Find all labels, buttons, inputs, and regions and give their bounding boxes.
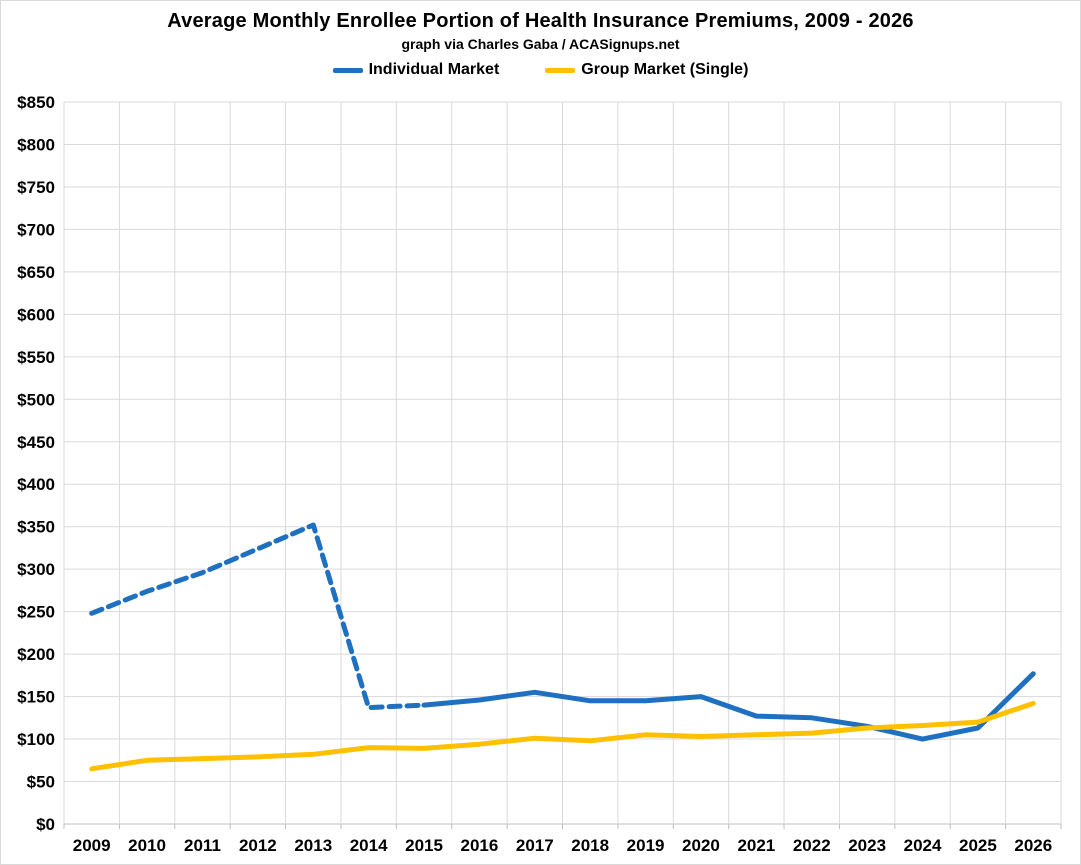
x-axis-tick-label: 2010 [128, 836, 166, 855]
y-axis-tick-label: $50 [27, 773, 55, 792]
y-axis-tick-label: $250 [17, 603, 55, 622]
x-axis-tick-label: 2012 [239, 836, 277, 855]
x-axis-tick-label: 2026 [1014, 836, 1052, 855]
y-axis-tick-label: $750 [17, 178, 55, 197]
y-axis-tick-label: $100 [17, 730, 55, 749]
x-axis-tick-label: 2015 [405, 836, 443, 855]
y-axis-tick-label: $400 [17, 475, 55, 494]
legend-item-individual-market: Individual Market [332, 61, 500, 79]
individual-market-line-dashed [89, 522, 427, 711]
x-axis-tick-label: 2016 [461, 836, 499, 855]
legend-item-group-market: Group Market (Single) [545, 61, 748, 79]
y-axis-tick-label: $300 [17, 560, 55, 579]
x-axis-tick-label: 2011 [184, 836, 221, 855]
x-axis-tick-label: 2025 [959, 836, 997, 855]
x-axis-tick-label: 2023 [848, 836, 886, 855]
y-axis-tick-label: $0 [36, 815, 55, 834]
y-axis-tick-label: $200 [17, 645, 55, 664]
x-axis-tick-label: 2019 [627, 836, 665, 855]
chart-title: Average Monthly Enrollee Portion of Heal… [167, 10, 914, 32]
y-axis-tick-label: $500 [17, 390, 55, 409]
x-axis-tick-label: 2013 [294, 836, 332, 855]
y-axis-tick-label: $600 [17, 305, 55, 324]
x-axis-tick-label: 2020 [682, 836, 720, 855]
group-market-line [89, 700, 1036, 772]
legend: Individual Market Group Market (Single) [1, 61, 1080, 79]
individual-market-swatch-icon [332, 67, 363, 73]
x-axis-tick-label: 2018 [571, 836, 609, 855]
y-axis-tick-label: $150 [17, 688, 55, 707]
legend-label-group-market: Group Market (Single) [581, 61, 749, 78]
y-axis-tick-label: $800 [17, 135, 55, 154]
x-axis-tick-label: 2021 [737, 836, 775, 855]
x-axis-tick-label: 2009 [73, 836, 111, 855]
y-axis-tick-label: $700 [17, 220, 55, 239]
x-axis-tick-label: 2022 [793, 836, 831, 855]
chart-subtitle: graph via Charles Gaba / ACASignups.net [401, 36, 680, 52]
x-axis-tick-label: 2014 [350, 836, 388, 855]
y-axis-tick-label: $450 [17, 433, 55, 452]
x-axis-tick-label: 2017 [516, 836, 554, 855]
group-market-swatch-icon [545, 67, 576, 73]
y-axis-tick-label: $850 [17, 93, 55, 112]
individual-market-line-solid [421, 671, 1036, 742]
y-axis-tick-label: $350 [17, 518, 55, 537]
x-axis-tick-label: 2024 [904, 836, 942, 855]
y-axis-tick-label: $550 [17, 348, 55, 367]
y-axis-tick-label: $650 [17, 263, 55, 282]
legend-label-individual-market: Individual Market [368, 61, 500, 78]
